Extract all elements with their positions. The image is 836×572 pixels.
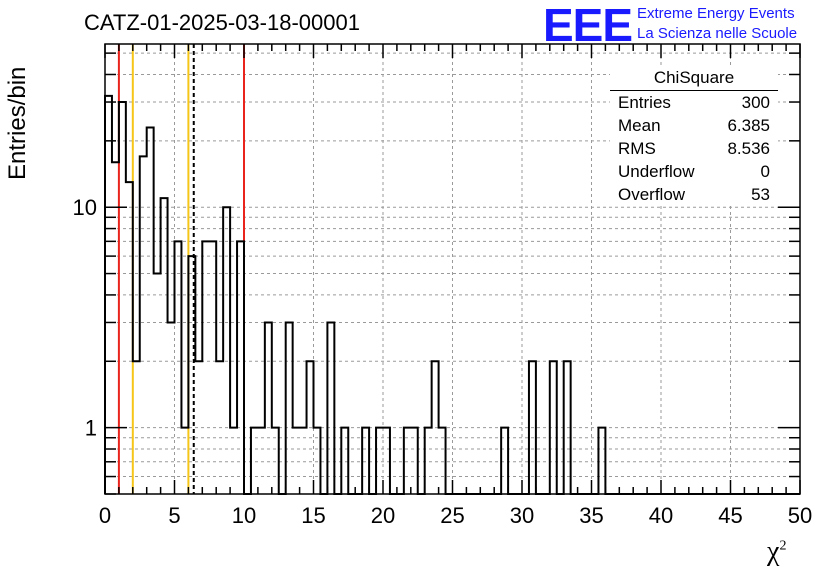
logo-line-2: La Scienza nelle Scuole bbox=[637, 25, 798, 42]
stats-label: Entries bbox=[618, 93, 671, 112]
x-tick-label: 20 bbox=[371, 503, 395, 528]
stats-row-underflow: Underflow 0 bbox=[610, 160, 778, 183]
stats-label: Mean bbox=[618, 116, 661, 135]
stats-title: ChiSquare bbox=[610, 66, 778, 91]
stats-value: 53 bbox=[751, 185, 770, 204]
stats-row-mean: Mean 6.385 bbox=[610, 114, 778, 137]
stats-row-entries: Entries 300 bbox=[610, 91, 778, 114]
y-tick-label: 1 bbox=[85, 416, 97, 441]
plot-title: CATZ-01-2025-03-18-00001 bbox=[84, 10, 360, 35]
x-tick-label: 40 bbox=[649, 503, 673, 528]
y-tick-label: 10 bbox=[73, 195, 97, 220]
eee-logo: EEE bbox=[543, 0, 633, 51]
stats-label: RMS bbox=[618, 139, 656, 158]
x-tick-label: 35 bbox=[579, 503, 603, 528]
y-axis-label: Entries/bin bbox=[4, 66, 31, 180]
x-tick-label: 45 bbox=[718, 503, 742, 528]
stats-box: ChiSquare Entries 300 Mean 6.385 RMS 8.536 Und… bbox=[610, 66, 778, 206]
stats-label: Overflow bbox=[618, 185, 686, 204]
x-axis-label-base: χ bbox=[767, 536, 780, 567]
x-tick-label: 10 bbox=[232, 503, 256, 528]
stats-row-rms: RMS 8.536 bbox=[610, 137, 778, 160]
stats-value: 6.385 bbox=[727, 116, 770, 135]
stats-value: 0 bbox=[760, 162, 770, 181]
tick-labels: 0 5 10 15 20 25 30 35 40 45 50 1 10 bbox=[73, 195, 813, 528]
x-tick-label: 30 bbox=[510, 503, 534, 528]
stats-value: 300 bbox=[741, 93, 770, 112]
x-axis-label-superscript: 2 bbox=[779, 538, 787, 554]
stats-label: Underflow bbox=[618, 162, 695, 181]
x-tick-label: 0 bbox=[99, 503, 111, 528]
x-tick-label: 50 bbox=[788, 503, 812, 528]
logo-line-1: Extreme Energy Events bbox=[637, 5, 795, 22]
x-tick-label: 15 bbox=[301, 503, 325, 528]
stats-value: 8.536 bbox=[727, 139, 770, 158]
stats-row-overflow: Overflow 53 bbox=[610, 183, 778, 206]
x-tick-label: 5 bbox=[168, 503, 180, 528]
x-tick-label: 25 bbox=[440, 503, 464, 528]
x-axis-label: χ2 bbox=[767, 536, 786, 568]
axis-ticks bbox=[104, 44, 801, 495]
